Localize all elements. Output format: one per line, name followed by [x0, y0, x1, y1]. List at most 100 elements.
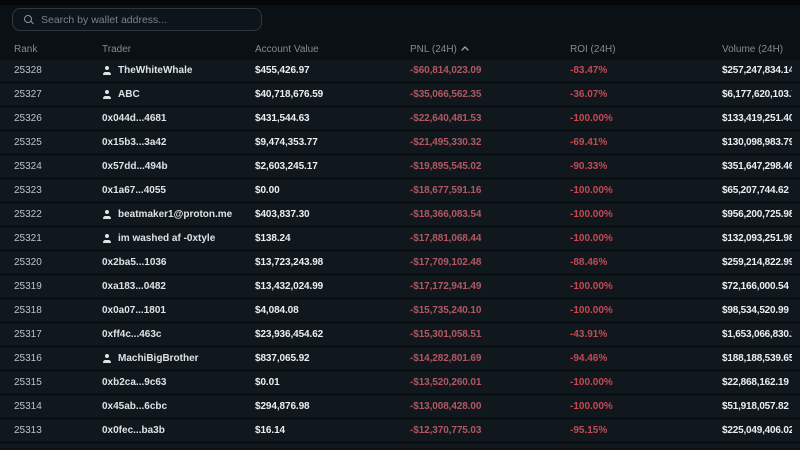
trader-cell: 0x15b3...3a42	[102, 137, 255, 148]
roi-cell: -100.00%	[570, 305, 613, 316]
pnl-cell: -$15,735,240.10	[410, 305, 482, 316]
table-header-row: Rank Trader Account Value PNL (24H) ROI …	[0, 41, 800, 57]
volume-cell: $72,166,000.54	[722, 281, 789, 292]
trader-cell: 0x57dd...494b	[102, 161, 255, 172]
table-row[interactable]: 25314 0x45ab...6cbc $294,876.98 -$13,008…	[0, 396, 800, 417]
pnl-cell: -$17,881,068.44	[410, 233, 482, 244]
table-row[interactable]: 25316 MachiBigBrother $837,065.92 -$14,2…	[0, 348, 800, 369]
account-value-cell: $403,837.30	[255, 209, 310, 220]
account-value-cell: $837,065.92	[255, 353, 310, 364]
pnl-cell: -$60,814,023.09	[410, 65, 482, 76]
trader-name: 0x45ab...6cbc	[102, 401, 168, 412]
trader-name: 0x0a07...1801	[102, 305, 166, 316]
account-value-cell: $13,723,243.98	[255, 257, 324, 268]
rank-cell: 25314	[14, 401, 42, 412]
trader-cell: 0x1a67...4055	[102, 185, 255, 196]
sort-asc-icon	[461, 46, 469, 51]
rank-cell: 25317	[14, 329, 42, 340]
table-row[interactable]: 25324 0x57dd...494b $2,603,245.17 -$19,8…	[0, 156, 800, 177]
rank-cell: 25316	[14, 353, 42, 364]
column-header-volume[interactable]: Volume (24H)	[722, 43, 784, 55]
pnl-cell: -$17,172,941.49	[410, 281, 482, 292]
trader-name: 0xb2ca...9c63	[102, 377, 167, 388]
pnl-cell: -$21,495,330.32	[410, 137, 482, 148]
volume-cell: $22,868,162.19	[722, 377, 789, 388]
search-input[interactable]	[41, 13, 251, 26]
table-row[interactable]: 25321 im washed af -0xtyle $138.24 -$17,…	[0, 228, 800, 249]
trader-cell: 0xff4c...463c	[102, 329, 255, 340]
table-row[interactable]: 25317 0xff4c...463c $23,936,454.62 -$15,…	[0, 324, 800, 345]
volume-cell: $188,188,539.65	[722, 353, 792, 364]
rank-cell: 25326	[14, 113, 42, 124]
leaderboard-table: Rank Trader Account Value PNL (24H) ROI …	[0, 41, 800, 448]
pnl-cell: -$12,370,775.03	[410, 425, 482, 436]
account-value-cell: $2,603,245.17	[255, 161, 318, 172]
pnl-cell: -$18,677,591.16	[410, 185, 482, 196]
pnl-cell: -$22,640,481.53	[410, 113, 482, 124]
volume-cell: $65,207,744.62	[722, 185, 789, 196]
volume-cell: $257,247,834.14	[722, 65, 792, 76]
rank-cell: 25313	[14, 425, 42, 436]
roi-cell: -43.91%	[570, 329, 608, 340]
rank-cell: 25328	[14, 65, 42, 76]
table-row[interactable]: 25320 0x2ba5...1036 $13,723,243.98 -$17,…	[0, 252, 800, 273]
table-row[interactable]: 25313 0x0fec...ba3b $16.14 -$12,370,775.…	[0, 420, 800, 441]
rank-cell: 25324	[14, 161, 42, 172]
pnl-cell: -$15,301,058.51	[410, 329, 482, 340]
rank-cell: 25318	[14, 305, 42, 316]
roi-cell: -100.00%	[570, 401, 613, 412]
column-header-rank[interactable]: Rank	[14, 43, 38, 55]
column-header-pnl[interactable]: PNL (24H)	[410, 44, 570, 55]
table-row[interactable]: 25318 0x0a07...1801 $4,084.08 -$15,735,2…	[0, 300, 800, 321]
table-row[interactable]: 25323 0x1a67...4055 $0.00 -$18,677,591.1…	[0, 180, 800, 201]
table-row[interactable]: 25322 beatmaker1@proton.me $403,837.30 -…	[0, 204, 800, 225]
volume-cell: $132,093,251.98	[722, 233, 792, 244]
volume-cell: $98,534,520.99	[722, 305, 789, 316]
roi-cell: -90.33%	[570, 161, 608, 172]
pnl-cell: -$14,282,801.69	[410, 353, 482, 364]
trader-cell: 0x2ba5...1036	[102, 257, 255, 268]
column-header-trader[interactable]: Trader	[102, 43, 132, 55]
account-value-cell: $0.01	[255, 377, 280, 388]
roi-cell: -36.07%	[570, 89, 608, 100]
table-row[interactable]: 25319 0xa183...0482 $13,432,024.99 -$17,…	[0, 276, 800, 297]
person-icon	[102, 210, 111, 219]
account-value-cell: $138.24	[255, 233, 291, 244]
wallet-search-bar[interactable]	[12, 8, 262, 31]
table-row[interactable]: 25326 0x044d...4681 $431,544.63 -$22,640…	[0, 108, 800, 129]
roi-cell: -100.00%	[570, 377, 613, 388]
column-header-roi[interactable]: ROI (24H)	[570, 43, 616, 55]
person-icon	[102, 90, 111, 99]
trader-cell: 0x044d...4681	[102, 113, 255, 124]
table-row[interactable]: 25327 ABC $40,718,676.59 -$35,066,562.35…	[0, 84, 800, 105]
trader-name: TheWhiteWhale	[118, 65, 193, 76]
person-icon	[102, 354, 111, 363]
volume-cell: $51,918,057.82	[722, 401, 789, 412]
trader-name: 0x57dd...494b	[102, 161, 168, 172]
trader-name: 0xff4c...463c	[102, 329, 162, 340]
rank-cell: 25320	[14, 257, 42, 268]
column-header-account-value[interactable]: Account Value	[255, 43, 319, 55]
pnl-cell: -$19,895,545.02	[410, 161, 482, 172]
rank-cell: 25315	[14, 377, 42, 388]
volume-cell: $259,214,822.99	[722, 257, 792, 268]
trader-cell: im washed af -0xtyle	[102, 233, 255, 244]
account-value-cell: $294,876.98	[255, 401, 310, 412]
table-row[interactable]: 25315 0xb2ca...9c63 $0.01 -$13,520,260.0…	[0, 372, 800, 393]
volume-cell: $956,200,725.98	[722, 209, 792, 220]
table-row[interactable]: 25328 TheWhiteWhale $455,426.97 -$60,814…	[0, 60, 800, 81]
trader-name: 0x15b3...3a42	[102, 137, 167, 148]
volume-cell: $351,647,298.46	[722, 161, 792, 172]
trader-cell: beatmaker1@proton.me	[102, 209, 255, 220]
volume-cell: $225,049,406.02	[722, 425, 792, 436]
table-row[interactable]: 25325 0x15b3...3a42 $9,474,353.77 -$21,4…	[0, 132, 800, 153]
pnl-cell: -$35,066,562.35	[410, 89, 482, 100]
account-value-cell: $0.00	[255, 185, 280, 196]
trader-name: ABC	[118, 89, 140, 100]
trader-cell: 0xb2ca...9c63	[102, 377, 255, 388]
rank-cell: 25327	[14, 89, 42, 100]
trader-name: 0xa183...0482	[102, 281, 166, 292]
table-body: 25328 TheWhiteWhale $455,426.97 -$60,814…	[0, 60, 800, 441]
trader-name: 0x1a67...4055	[102, 185, 166, 196]
account-value-cell: $23,936,454.62	[255, 329, 324, 340]
